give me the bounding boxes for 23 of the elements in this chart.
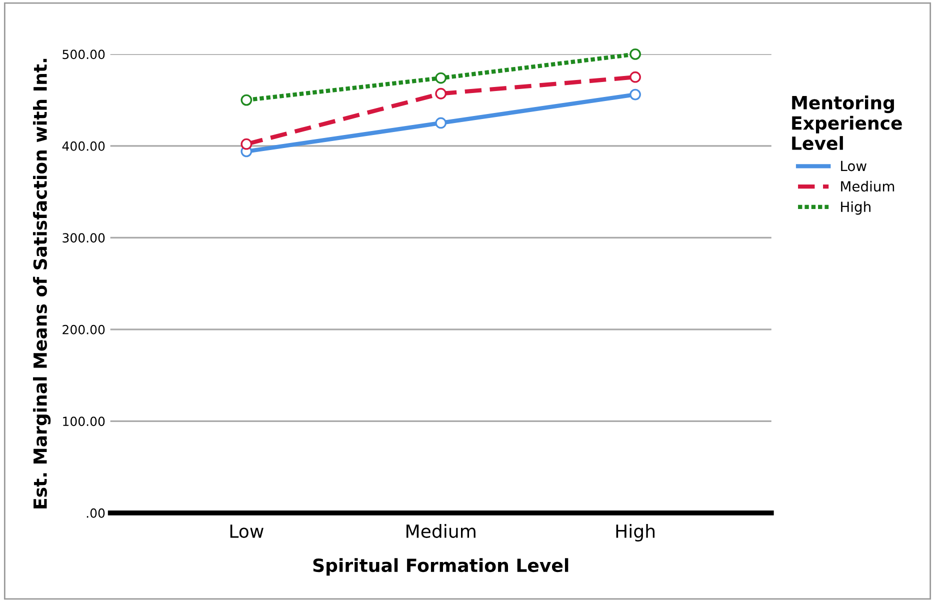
legend-label: Low [841, 160, 866, 172]
point [630, 48, 641, 60]
x-tick-label: Medium [406, 524, 476, 538]
point [630, 71, 641, 83]
y-tick-label: 400.00 [62, 141, 105, 151]
legend-title: Mentoring Experience Level [792, 95, 902, 150]
point [240, 138, 252, 150]
y-tick-label: 100.00 [63, 416, 105, 426]
point [435, 88, 447, 100]
x-tick-label: Low [230, 524, 264, 538]
y-tick-label: 300.00 [62, 233, 105, 243]
point [435, 72, 447, 84]
x-tick-label: High [616, 524, 654, 542]
y-tick-label: .00 [86, 508, 105, 518]
legend-label: Medium [841, 180, 894, 192]
y-axis-title: Est. Marginal Means of Satisfaction with Int. [33, 58, 51, 508]
x-axis-title: Spiritual Formation Level [313, 558, 568, 576]
y-tick-label: 500.00 [62, 50, 105, 60]
legend-label: High [841, 201, 870, 215]
y-tick-label: 200.00 [62, 324, 105, 334]
point [630, 88, 641, 100]
point [435, 117, 447, 129]
point [240, 94, 252, 106]
